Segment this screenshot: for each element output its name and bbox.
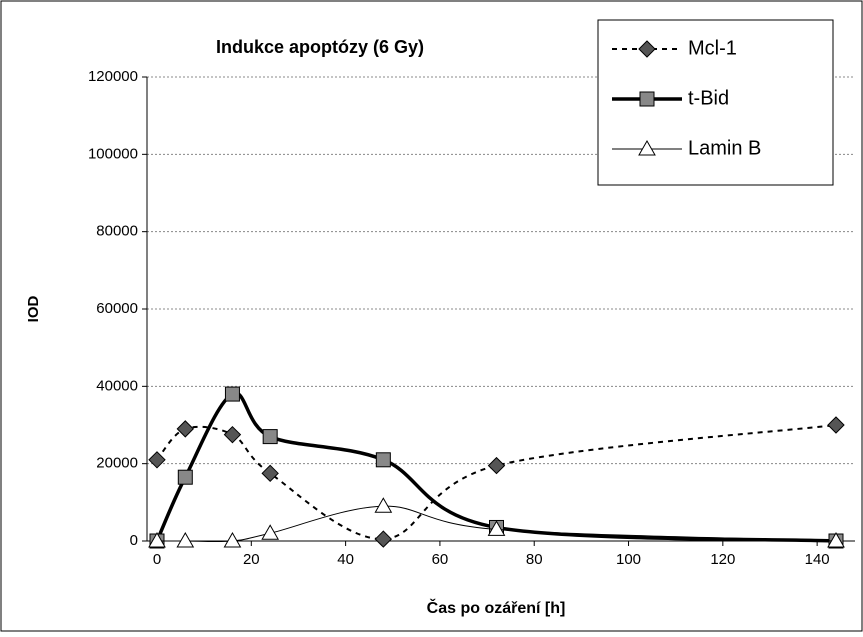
marker [487, 456, 506, 475]
x-tick-label: 60 [432, 551, 449, 568]
x-tick-label: 40 [337, 551, 354, 568]
marker [148, 531, 166, 548]
y-axis-label: IOD [25, 296, 42, 323]
marker [374, 530, 393, 548]
marker [639, 91, 655, 107]
y-tick-label: 40000 [96, 377, 138, 394]
x-tick-label: 0 [153, 551, 161, 568]
x-tick-label: 100 [616, 551, 641, 568]
marker [223, 425, 242, 444]
marker [148, 451, 166, 469]
marker [261, 464, 279, 483]
legend-box [597, 19, 834, 186]
y-tick-label: 20000 [96, 455, 138, 472]
series-line [155, 391, 837, 543]
x-tick-label: 80 [526, 551, 543, 568]
marker [827, 531, 845, 548]
marker [177, 469, 193, 485]
marker [638, 40, 656, 58]
y-tick-label: 100000 [88, 145, 138, 162]
legend-label: t-Bid [688, 87, 729, 109]
x-axis-label: Čas po ozáření [h] [427, 598, 566, 617]
x-tick-label: 20 [243, 551, 260, 568]
series-line [156, 424, 837, 541]
y-tick-label: 60000 [96, 300, 138, 317]
x-tick-label: 120 [710, 551, 735, 568]
marker [638, 139, 656, 156]
y-tick-label: 0 [130, 532, 138, 549]
y-tick-label: 120000 [88, 68, 138, 85]
x-tick-label: 140 [805, 551, 830, 568]
y-tick-label: 80000 [96, 223, 138, 240]
marker [223, 531, 242, 548]
marker [176, 420, 194, 438]
legend-label: Mcl-1 [688, 37, 737, 59]
chart-title: Indukce apoptózy (6 Gy) [216, 37, 424, 57]
marker [374, 497, 393, 513]
marker [262, 429, 278, 445]
marker [176, 531, 195, 548]
legend-label: Lamin B [688, 137, 761, 159]
marker [827, 416, 845, 434]
marker [375, 452, 391, 468]
marker [487, 520, 506, 536]
marker [224, 386, 240, 402]
marker [261, 524, 280, 540]
series-line [156, 505, 837, 543]
